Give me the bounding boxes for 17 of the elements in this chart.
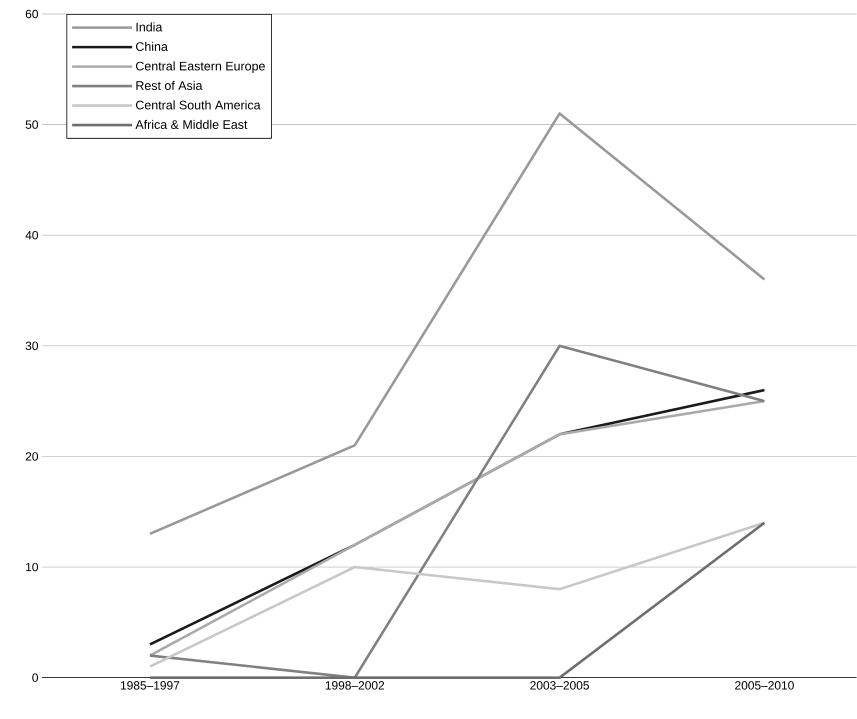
x-tick-label: 1985–1997 xyxy=(120,681,180,690)
legend-label: China xyxy=(136,42,168,52)
legend-label: Africa & Middle East xyxy=(135,120,248,130)
legend-label: Central South America xyxy=(136,100,261,110)
y-tick-label: 60 xyxy=(26,10,38,18)
x-tick-label: 2003–2005 xyxy=(530,681,589,690)
x-tick-label: 2005–2010 xyxy=(735,681,794,690)
y-tick-label: 30 xyxy=(26,342,38,350)
y-tick-label: 10 xyxy=(26,562,38,572)
legend-label: India xyxy=(136,22,162,32)
y-tick-label: 0 xyxy=(32,674,38,682)
y-tick-label: 40 xyxy=(25,231,38,240)
y-tick-label: 20 xyxy=(26,452,38,461)
x-tick-label: 1998–2002 xyxy=(326,681,384,690)
legend-label: Central Eastern Europe xyxy=(136,62,265,74)
y-tick-label: 50 xyxy=(26,120,38,129)
legend-label: Rest of Asia xyxy=(136,81,202,90)
